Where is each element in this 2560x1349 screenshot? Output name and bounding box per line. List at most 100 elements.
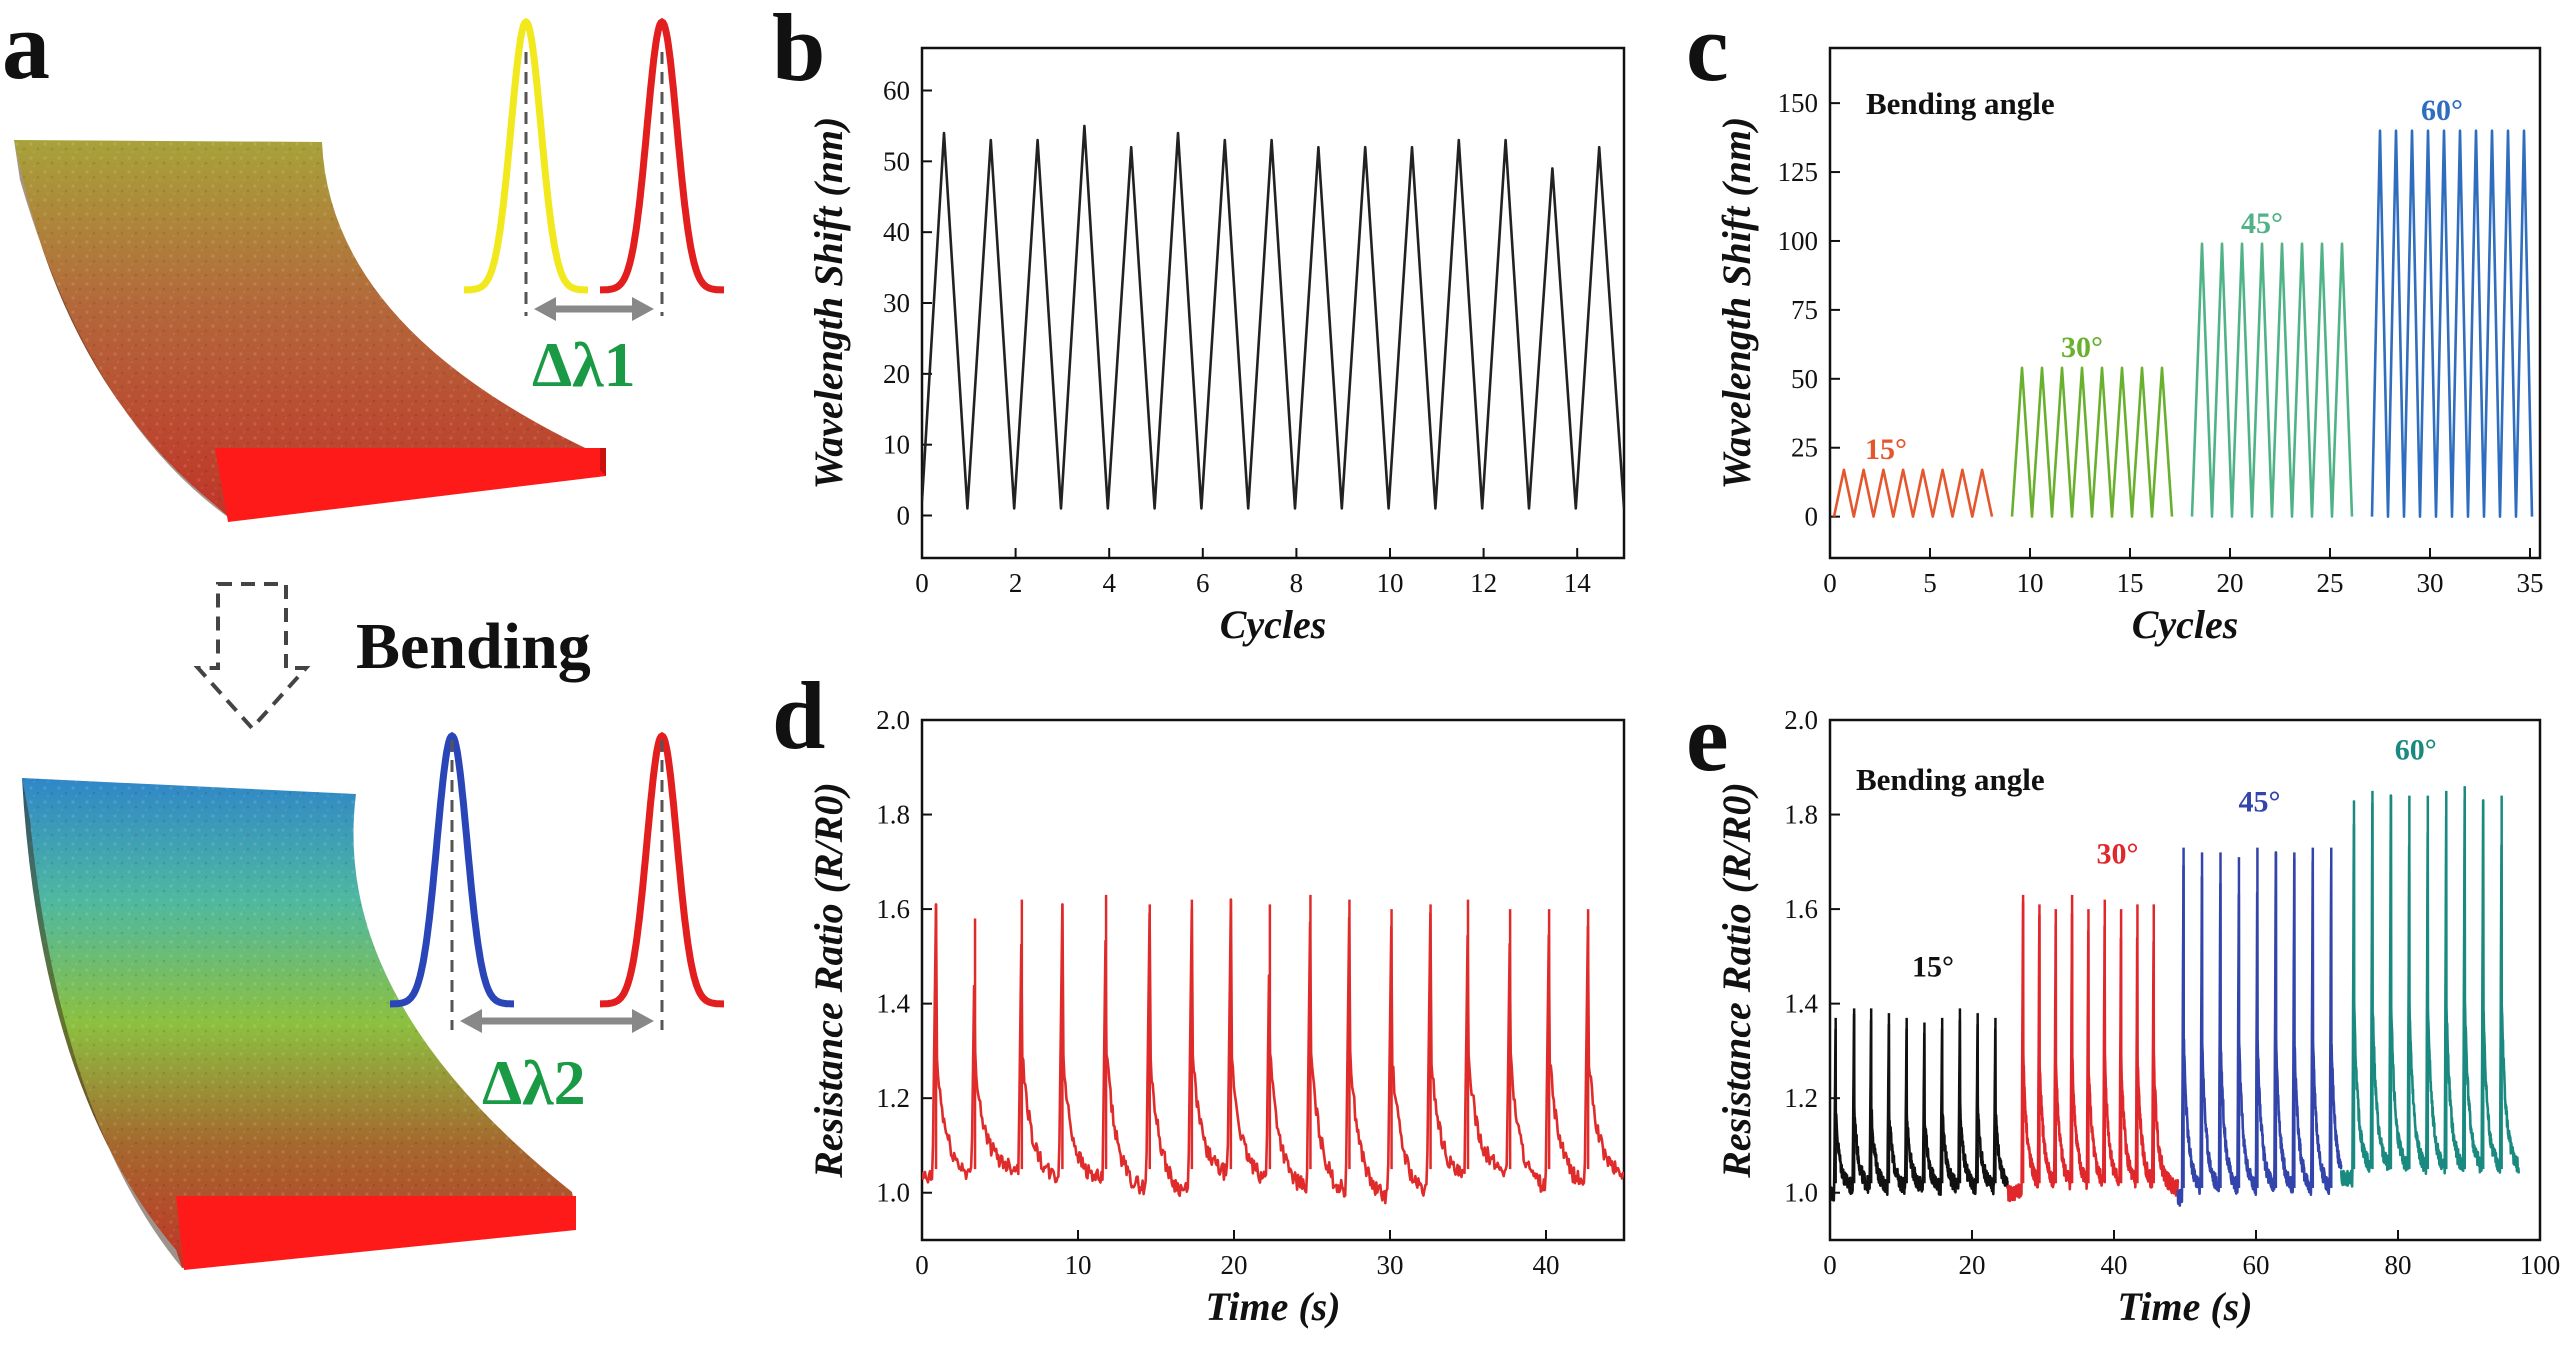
data-series-d bbox=[922, 898, 1624, 1205]
y-tick-label: 60 bbox=[883, 76, 910, 106]
y-tick-label: 50 bbox=[1791, 364, 1818, 394]
delta-lambda-1: Δλ1 bbox=[532, 329, 636, 400]
panel-label-c: c bbox=[1686, 0, 1729, 101]
panel-a: a Bending Δλ1 bbox=[2, 0, 724, 1270]
y-tick-label: 0 bbox=[897, 501, 911, 531]
y-tick-label: 10 bbox=[883, 430, 910, 460]
x-tick-label: 30 bbox=[2417, 568, 2444, 598]
angle-annotation: 15° bbox=[1912, 951, 1954, 984]
y-tick-label: 1.6 bbox=[1784, 894, 1818, 924]
y-tick-label: 75 bbox=[1791, 295, 1818, 325]
y-tick-label: 30 bbox=[883, 288, 910, 318]
y-axis-title-b: Wavelength Shift (nm) bbox=[806, 117, 851, 490]
red-peak-curve-bottom bbox=[600, 731, 724, 1008]
bending-angle-note-c: Bending angle bbox=[1866, 86, 2055, 121]
data-series-c-3 bbox=[2370, 129, 2534, 518]
dashed-down-arrow-icon bbox=[193, 582, 311, 731]
x-tick-label: 10 bbox=[2017, 568, 2044, 598]
y-tick-label: 40 bbox=[883, 217, 910, 247]
y-tick-label: 125 bbox=[1778, 157, 1819, 187]
x-tick-label: 100 bbox=[2520, 1250, 2560, 1280]
x-tick-label: 20 bbox=[1959, 1250, 1986, 1280]
chart-d: 0 10 20 30 40 1.0 1.2 1.4 1.6 1.8 2.0 Time (s) Resis… bbox=[806, 705, 1626, 1329]
chart-e: 0 20 40 60 80 100 1.0 1.2 1.4 1.6 1.8 2.0 Time (s) Re… bbox=[1714, 705, 2560, 1329]
x-tick-label: 0 bbox=[1823, 568, 1837, 598]
angle-annotation: 60° bbox=[2395, 733, 2437, 766]
angle-annotation: 30° bbox=[2097, 837, 2139, 870]
blue-peak-curve bbox=[390, 731, 514, 1008]
bending-angle-note-e: Bending angle bbox=[1856, 762, 2045, 797]
chart-b: 0 2 4 6 8 10 12 14 0 10 20 30 40 50 60 Cycles Wavelength… bbox=[806, 46, 1626, 647]
x-tick-label: 0 bbox=[1823, 1250, 1837, 1280]
y-tick-label: 1.0 bbox=[1784, 1178, 1818, 1208]
x-axis-title-e: Time (s) bbox=[2117, 1284, 2252, 1329]
y-tick-label: 1.0 bbox=[876, 1178, 910, 1208]
panel-label-d: d bbox=[772, 662, 825, 769]
y-tick-label: 1.4 bbox=[876, 989, 910, 1019]
x-tick-label: 0 bbox=[915, 1250, 929, 1280]
chart-c: 0 5 10 15 20 25 30 35 0 25 50 75 100 125 150 Cycles Wave… bbox=[1714, 46, 2544, 647]
x-tick-label: 10 bbox=[1065, 1250, 1092, 1280]
y-tick-label: 2.0 bbox=[876, 705, 910, 735]
x-tick-label: 20 bbox=[1221, 1250, 1248, 1280]
x-tick-label: 2 bbox=[1009, 568, 1023, 598]
data-series-c-0 bbox=[1832, 468, 1994, 518]
y-tick-label: 1.6 bbox=[876, 894, 910, 924]
y-tick-label: 25 bbox=[1791, 433, 1818, 463]
panel-label-b: b bbox=[772, 0, 825, 101]
data-series-e-0 bbox=[1830, 1013, 2009, 1202]
x-tick-label: 0 bbox=[915, 568, 929, 598]
x-axis-title-d: Time (s) bbox=[1205, 1284, 1340, 1329]
x-tick-label: 15 bbox=[2117, 568, 2144, 598]
yellow-peak-curve bbox=[464, 17, 588, 294]
x-tick-label: 80 bbox=[2385, 1250, 2412, 1280]
y-tick-label: 1.4 bbox=[1784, 989, 1818, 1019]
film-bottom-illustration bbox=[22, 778, 576, 1270]
y-tick-label: 150 bbox=[1778, 88, 1819, 118]
x-tick-label: 6 bbox=[1196, 568, 1210, 598]
x-tick-label: 10 bbox=[1377, 568, 1404, 598]
y-axis-title-c: Wavelength Shift (nm) bbox=[1714, 117, 1759, 490]
x-tick-label: 35 bbox=[2517, 568, 2544, 598]
panel-label-e: e bbox=[1686, 684, 1729, 791]
film-top-illustration bbox=[14, 140, 606, 522]
panel-label-a: a bbox=[2, 0, 50, 99]
double-arrow-icon bbox=[460, 1009, 654, 1033]
bending-label: Bending bbox=[356, 610, 591, 683]
plot-frame-e bbox=[1828, 718, 2542, 1242]
x-axis-title-c: Cycles bbox=[2132, 602, 2239, 647]
y-tick-label: 1.8 bbox=[876, 800, 910, 830]
y-tick-label: 2.0 bbox=[1784, 705, 1818, 735]
x-tick-label: 25 bbox=[2317, 568, 2344, 598]
data-series-b bbox=[922, 124, 1624, 510]
x-tick-label: 8 bbox=[1290, 568, 1304, 598]
y-tick-label: 1.8 bbox=[1784, 800, 1818, 830]
data-series-c-1 bbox=[2010, 366, 2174, 518]
double-arrow-icon bbox=[534, 297, 654, 321]
angle-annotation: 60° bbox=[2421, 94, 2463, 127]
x-tick-label: 60 bbox=[2243, 1250, 2270, 1280]
angle-annotation: 15° bbox=[1865, 433, 1907, 466]
data-series-e-2 bbox=[2176, 851, 2343, 1207]
y-tick-label: 100 bbox=[1778, 226, 1819, 256]
delta-lambda-2: Δλ2 bbox=[482, 1047, 586, 1118]
x-tick-label: 4 bbox=[1102, 568, 1116, 598]
y-axis-title-d: Resistance Ratio (R/R0) bbox=[806, 782, 851, 1179]
x-tick-label: 30 bbox=[1377, 1250, 1404, 1280]
x-tick-label: 12 bbox=[1470, 568, 1497, 598]
x-tick-label: 40 bbox=[2101, 1250, 2128, 1280]
y-tick-label: 1.2 bbox=[1784, 1083, 1818, 1113]
data-series-e-3 bbox=[2339, 794, 2520, 1188]
y-tick-label: 1.2 bbox=[876, 1083, 910, 1113]
x-tick-label: 40 bbox=[1533, 1250, 1560, 1280]
angle-annotation: 45° bbox=[2241, 207, 2283, 240]
y-tick-label: 20 bbox=[883, 359, 910, 389]
angle-annotation: 45° bbox=[2239, 785, 2281, 818]
angle-annotation: 30° bbox=[2061, 331, 2103, 364]
y-tick-label: 50 bbox=[883, 146, 910, 176]
red-peak-curve-top bbox=[600, 17, 724, 294]
plot-frame-d bbox=[920, 718, 1626, 1242]
x-tick-label: 20 bbox=[2217, 568, 2244, 598]
y-tick-label: 0 bbox=[1805, 502, 1819, 532]
x-axis-title-b: Cycles bbox=[1220, 602, 1327, 647]
